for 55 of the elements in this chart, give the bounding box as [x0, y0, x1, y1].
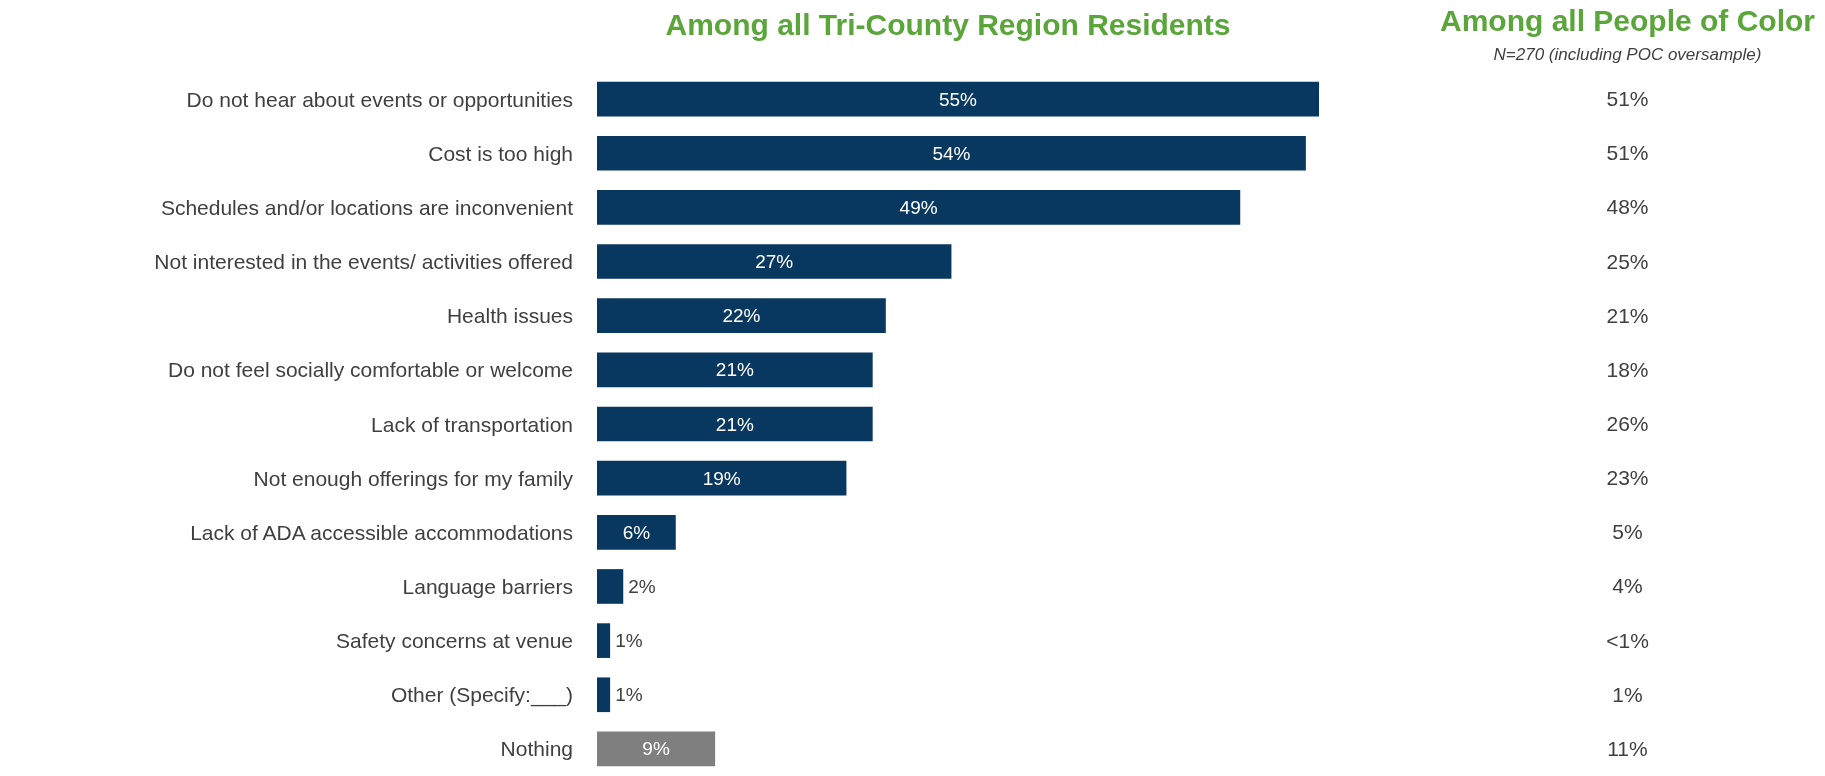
data-label: 2% — [628, 575, 656, 597]
bar — [597, 406, 873, 442]
data-label: 49% — [899, 196, 938, 218]
bar — [597, 623, 611, 658]
bar — [597, 677, 611, 713]
text: N=270 (including POC oversample) — [1492, 45, 1763, 65]
text: 51% — [1605, 87, 1650, 112]
y-tick-label: Schedules and/or locations are inconvenient — [160, 195, 574, 219]
y-tick-label: Cost is too high — [428, 141, 573, 165]
text: 1% — [1611, 682, 1644, 707]
text: 5% — [1611, 520, 1644, 545]
data-label: 19% — [702, 467, 741, 489]
data-label: 55% — [938, 88, 978, 110]
text: 21% — [1605, 303, 1650, 328]
y-tick-label: Safety concerns at venue — [336, 629, 573, 653]
data-label: 22% — [722, 305, 761, 327]
bar — [597, 352, 873, 388]
text: 26% — [1605, 412, 1650, 436]
data-label: 27% — [755, 251, 794, 273]
bar — [597, 81, 1319, 117]
y-tick-label: Do not feel socially comfortable or welcome — [167, 358, 573, 382]
data-label: 6% — [622, 521, 651, 543]
y-tick-label: Language barriers — [402, 574, 573, 598]
chart-title: Among all Tri-County Region Residents — [665, 7, 1231, 41]
data-label: 1% — [615, 684, 643, 706]
y-tick-label: Not interested in the events/ activities offered — [154, 250, 573, 274]
data-label: 9% — [642, 738, 670, 760]
bar — [597, 460, 847, 496]
data-label: 1% — [615, 630, 643, 652]
text: 51% — [1605, 141, 1650, 166]
bar — [597, 135, 1306, 171]
text: 23% — [1605, 466, 1650, 491]
y-tick-label: Nothing — [500, 737, 573, 761]
text: 48% — [1605, 195, 1650, 220]
text: <1% — [1605, 628, 1650, 653]
data-label: 54% — [932, 142, 971, 164]
bar — [597, 244, 952, 279]
bar — [597, 514, 676, 550]
y-tick-label: Other (Specify:___) — [390, 683, 573, 708]
y-tick-label: Health issues — [446, 304, 573, 328]
text: 18% — [1605, 357, 1650, 382]
bar — [597, 298, 886, 334]
y-tick-label: Do not hear about events or opportunities — [186, 87, 573, 111]
y-tick-label: Lack of transportation — [371, 412, 573, 436]
y-tick-label: Not enough offerings for my family — [253, 466, 574, 490]
text: Among all People of Color — [1439, 4, 1816, 38]
text: 11% — [1606, 736, 1649, 761]
text: 25% — [1605, 249, 1650, 274]
bar — [597, 190, 1241, 225]
data-label: 21% — [715, 413, 754, 435]
data-label: 21% — [715, 359, 754, 381]
bar — [597, 569, 624, 604]
text: 4% — [1611, 574, 1644, 599]
y-tick-label: Lack of ADA accessible accommodations — [190, 520, 573, 544]
bar — [597, 731, 716, 767]
